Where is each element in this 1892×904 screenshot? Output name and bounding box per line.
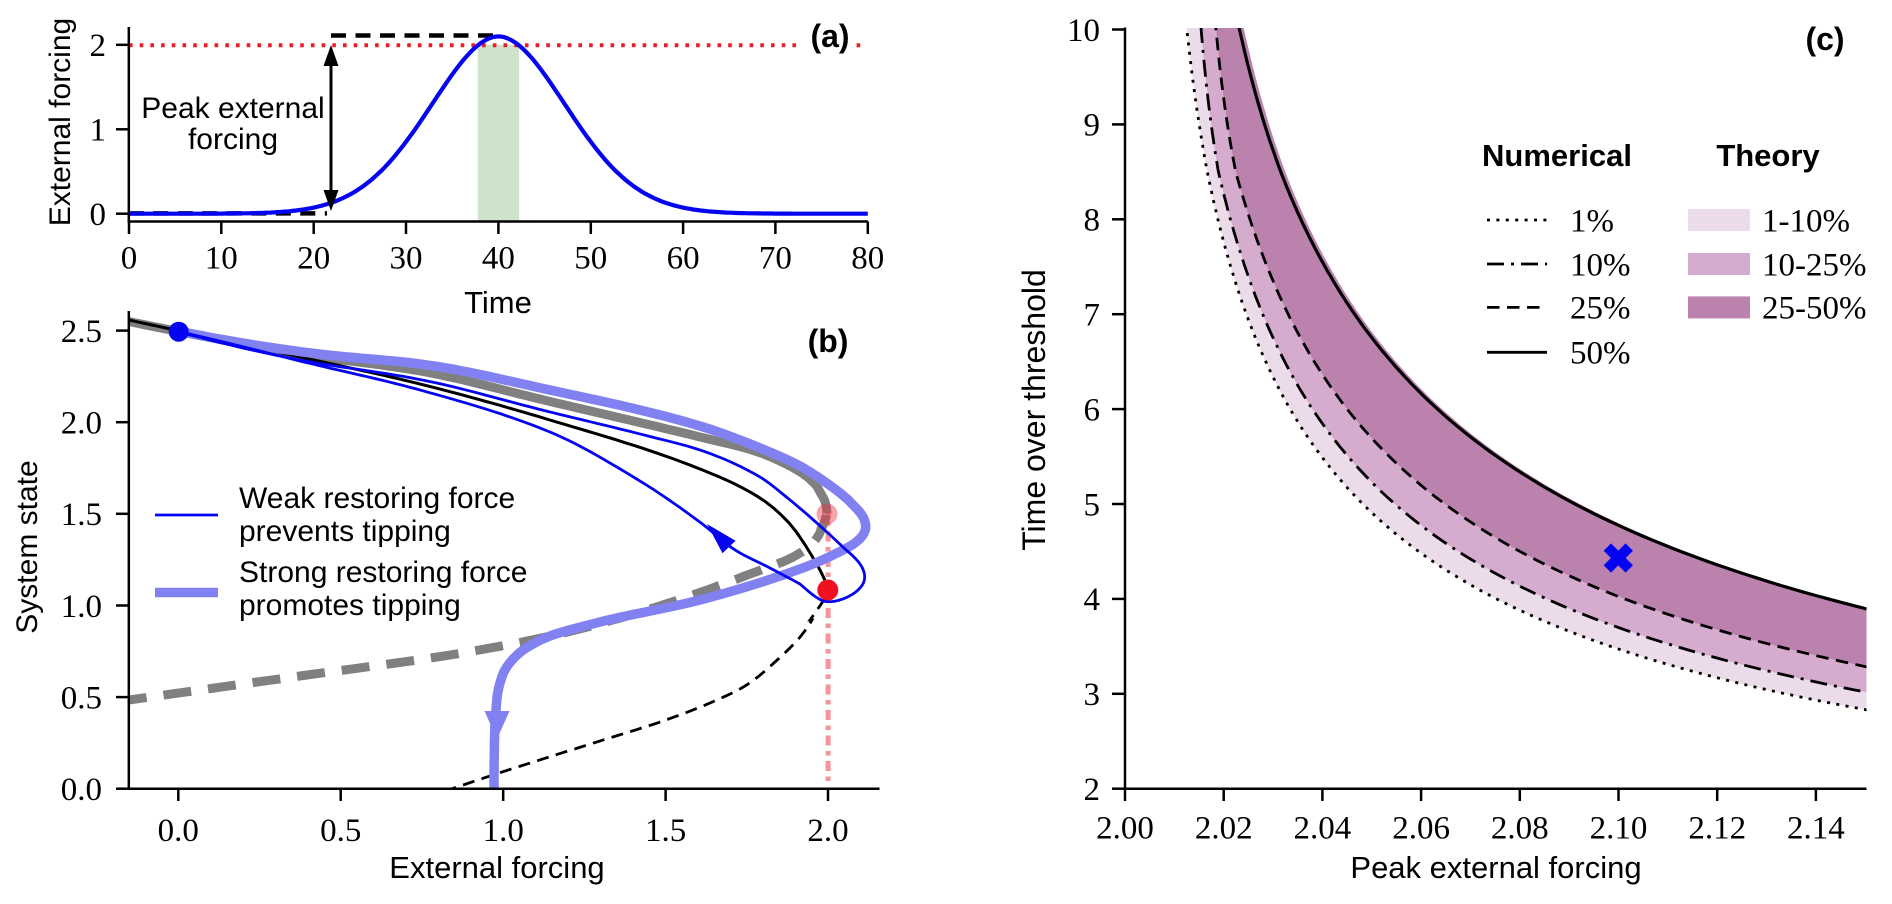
svg-text:1-10%: 1-10%	[1762, 203, 1850, 239]
svg-text:80: 80	[851, 241, 884, 277]
svg-text:External forcing: External forcing	[44, 18, 77, 226]
svg-text:70: 70	[759, 241, 792, 277]
svg-text:(a): (a)	[810, 18, 849, 54]
svg-text:(b): (b)	[808, 323, 849, 359]
svg-text:0: 0	[121, 241, 138, 277]
svg-text:7: 7	[1084, 298, 1101, 334]
svg-text:1.0: 1.0	[483, 813, 524, 849]
svg-text:1: 1	[90, 113, 107, 149]
svg-text:promotes tipping: promotes tipping	[239, 589, 461, 622]
svg-text:0.5: 0.5	[320, 813, 361, 849]
svg-text:Time over threshold: Time over threshold	[1016, 269, 1052, 551]
svg-text:2.04: 2.04	[1294, 811, 1352, 847]
svg-text:2.0: 2.0	[807, 813, 848, 849]
svg-text:30: 30	[390, 241, 423, 277]
svg-text:50: 50	[574, 241, 607, 277]
svg-text:2.08: 2.08	[1491, 811, 1549, 847]
svg-text:prevents tipping: prevents tipping	[239, 515, 451, 548]
svg-text:2.12: 2.12	[1688, 811, 1746, 847]
svg-text:60: 60	[667, 241, 700, 277]
svg-text:2: 2	[90, 28, 107, 64]
svg-text:0.0: 0.0	[61, 772, 102, 808]
svg-text:5: 5	[1084, 487, 1101, 523]
svg-text:2.0: 2.0	[61, 406, 102, 442]
svg-text:25%: 25%	[1570, 291, 1631, 327]
svg-text:Peak external: Peak external	[141, 92, 324, 125]
svg-text:1%: 1%	[1570, 203, 1614, 239]
svg-text:40: 40	[482, 241, 515, 277]
svg-text:(c): (c)	[1805, 21, 1844, 57]
svg-text:Theory: Theory	[1716, 138, 1820, 173]
svg-text:4: 4	[1084, 582, 1101, 618]
svg-text:10%: 10%	[1570, 247, 1631, 283]
svg-text:2.00: 2.00	[1096, 811, 1154, 847]
svg-text:Weak restoring force: Weak restoring force	[239, 482, 515, 515]
svg-text:50%: 50%	[1570, 336, 1631, 372]
svg-text:2: 2	[1084, 772, 1101, 808]
svg-text:20: 20	[297, 241, 330, 277]
svg-text:Strong restoring force: Strong restoring force	[239, 556, 527, 589]
svg-text:External forcing: External forcing	[389, 850, 604, 885]
svg-text:0: 0	[90, 197, 107, 233]
svg-text:System state: System state	[11, 460, 44, 633]
svg-text:2.5: 2.5	[61, 314, 102, 350]
svg-text:25-50%: 25-50%	[1762, 291, 1866, 327]
svg-text:Numerical: Numerical	[1482, 138, 1632, 173]
svg-text:8: 8	[1084, 203, 1101, 239]
svg-text:10: 10	[205, 241, 238, 277]
svg-text:0.0: 0.0	[158, 813, 199, 849]
svg-text:10-25%: 10-25%	[1762, 247, 1866, 283]
svg-text:10: 10	[1067, 13, 1100, 49]
svg-text:Time: Time	[464, 285, 532, 320]
svg-text:2.10: 2.10	[1590, 811, 1648, 847]
svg-text:forcing: forcing	[188, 123, 278, 156]
svg-text:1.5: 1.5	[61, 497, 102, 533]
svg-text:2.06: 2.06	[1392, 811, 1450, 847]
svg-text:6: 6	[1084, 392, 1101, 428]
svg-text:9: 9	[1084, 108, 1101, 144]
svg-text:3: 3	[1084, 677, 1101, 713]
svg-text:0.5: 0.5	[61, 680, 102, 716]
svg-text:1.5: 1.5	[645, 813, 686, 849]
svg-text:1.0: 1.0	[61, 589, 102, 625]
svg-text:2.14: 2.14	[1787, 811, 1845, 847]
svg-text:2.02: 2.02	[1195, 811, 1253, 847]
svg-text:Peak external forcing: Peak external forcing	[1350, 850, 1641, 885]
